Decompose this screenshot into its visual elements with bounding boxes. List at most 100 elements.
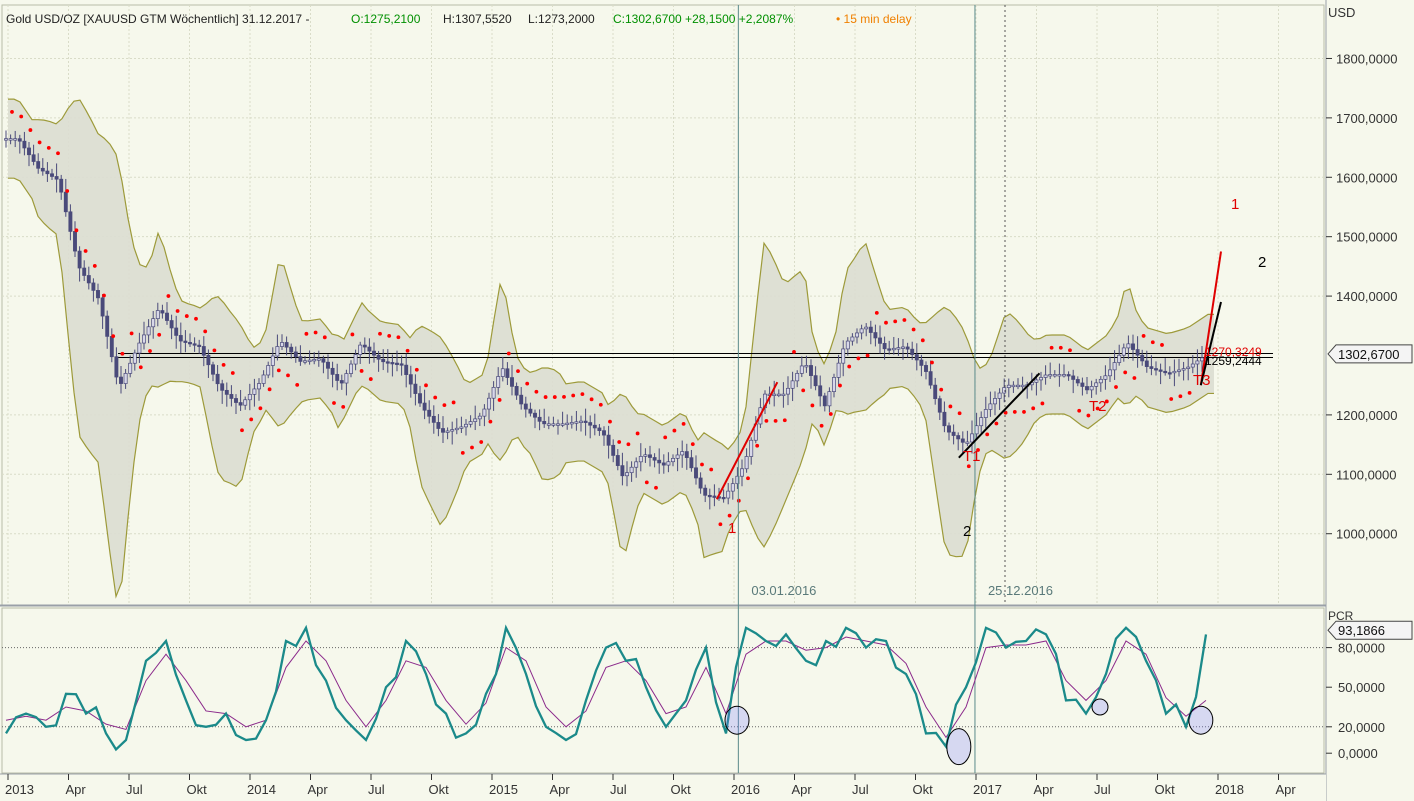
candle-body <box>721 496 726 500</box>
x-tick-label: 2016 <box>731 782 760 797</box>
sar-dot <box>74 228 79 233</box>
candle-body <box>542 420 547 425</box>
candle-body <box>1158 369 1163 372</box>
candle-body <box>533 412 537 418</box>
candle-body <box>68 211 73 232</box>
candle-body <box>298 356 303 362</box>
candle-body <box>919 359 924 366</box>
sar-dot <box>359 369 364 373</box>
candle-body <box>510 377 514 387</box>
candle-body <box>1011 384 1016 388</box>
sar-dot <box>451 400 456 405</box>
candle-body <box>243 399 248 406</box>
candle-body <box>947 425 951 433</box>
x-tick-label: 2015 <box>489 782 518 797</box>
sar-dot <box>350 332 355 337</box>
sar-dot <box>157 332 162 337</box>
sar-dot <box>1132 376 1137 380</box>
candle-body <box>1135 349 1140 356</box>
candle-body <box>1177 369 1181 372</box>
candle-body <box>1094 382 1099 387</box>
sar-dot <box>1169 397 1174 401</box>
candle-body <box>928 371 933 386</box>
candle-body <box>744 456 749 470</box>
sar-dot <box>120 351 125 356</box>
sar-dot <box>856 356 861 361</box>
sar-dot <box>322 335 327 340</box>
candle-body <box>698 477 703 489</box>
candle-body <box>238 402 243 406</box>
candle-body <box>997 392 1002 399</box>
candle-body <box>809 365 813 376</box>
candle-body <box>408 374 413 385</box>
sar-dot <box>148 349 152 353</box>
candle-body <box>606 434 611 446</box>
sar-dot <box>460 450 465 455</box>
candle-body <box>776 393 781 396</box>
candle-body <box>390 362 395 365</box>
candle-body <box>643 454 648 457</box>
candle-body <box>27 147 31 156</box>
sar-dot <box>1187 390 1192 395</box>
y-tick-label: 1800,0000 <box>1336 51 1397 66</box>
sar-dot <box>194 316 198 321</box>
candle-body <box>933 384 938 400</box>
sar-dot <box>552 395 557 399</box>
candle-body <box>694 467 698 479</box>
candle-body <box>1080 382 1085 387</box>
candle-body <box>45 170 50 175</box>
candle-body <box>873 332 878 339</box>
candle-body <box>63 191 68 213</box>
candle-body <box>648 454 652 458</box>
candle-body <box>629 466 634 474</box>
candle-body <box>82 267 87 276</box>
pcr-last-label: 93,1866 <box>1338 623 1385 638</box>
x-tick-label: 2013 <box>5 782 34 797</box>
x-tick-label: 2014 <box>247 782 276 797</box>
candle-body <box>183 340 188 343</box>
candle-body <box>924 365 928 372</box>
sar-dot <box>129 331 134 336</box>
candle-body <box>36 161 41 169</box>
candle-body <box>349 363 353 374</box>
annotation-label: 1270,3249 <box>1205 345 1262 359</box>
candle-body <box>174 327 179 336</box>
candle-body <box>339 380 344 384</box>
x-tick-label: Apr <box>1034 782 1055 797</box>
candle-body <box>868 326 873 333</box>
x-tick-label: Okt <box>429 782 450 797</box>
candle-body <box>137 342 142 354</box>
candle-body <box>473 418 478 422</box>
sar-dot <box>497 398 502 402</box>
sar-dot <box>387 333 392 338</box>
sar-dot <box>1022 410 1026 414</box>
candle-body <box>813 375 818 387</box>
sar-dot <box>764 418 769 423</box>
sar-dot <box>1040 401 1045 406</box>
candle-body <box>165 312 169 321</box>
candle-body <box>965 441 970 444</box>
candle-body <box>896 347 901 350</box>
sar-dot <box>930 360 934 365</box>
candle-body <box>441 428 445 433</box>
sar-dot <box>332 401 336 405</box>
candle-body <box>459 426 464 429</box>
sar-dot <box>580 392 585 397</box>
candle-body <box>215 373 220 385</box>
sar-dot <box>902 318 907 322</box>
candle-body <box>266 365 271 376</box>
sar-dot <box>635 431 640 436</box>
candle-body <box>620 465 625 477</box>
axis-background <box>1326 0 1414 801</box>
sar-dot <box>562 394 566 399</box>
candle-body <box>450 429 455 432</box>
pcr-highlight <box>946 728 972 766</box>
sar-dot <box>368 377 373 381</box>
sar-dot <box>203 329 208 334</box>
candle-body <box>556 423 560 426</box>
candle-body <box>818 385 823 397</box>
candle-body <box>993 398 997 405</box>
candle-body <box>937 398 942 413</box>
candle-body <box>588 422 593 426</box>
projection-line <box>1199 301 1222 386</box>
